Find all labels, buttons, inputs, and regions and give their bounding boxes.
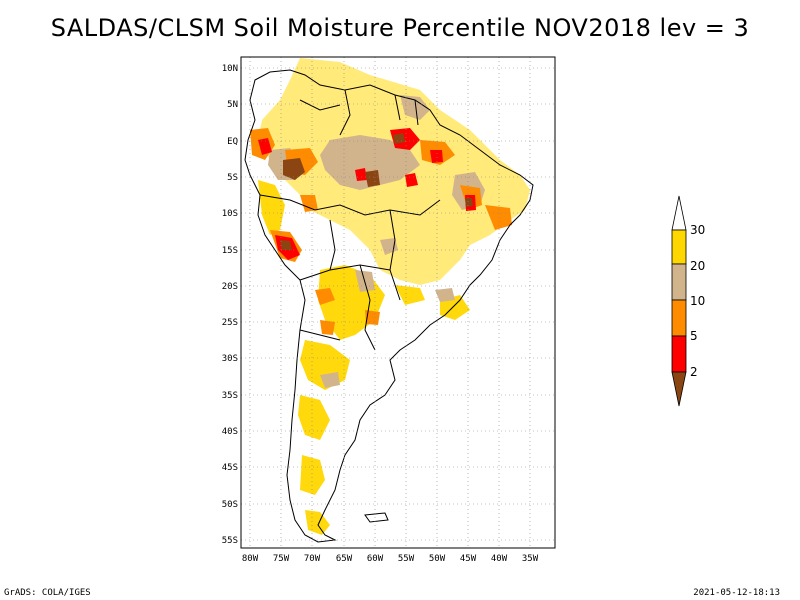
map-border (240, 56, 556, 549)
lat-label: 15S (222, 246, 238, 256)
page-title: SALDAS/CLSM Soil Moisture Percentile NOV… (50, 14, 750, 42)
lon-labels: 80W 75W 70W 65W 60W 55W 50W 45W 40W 35W (242, 554, 539, 564)
legend-swatch-2-5 (671, 335, 687, 373)
lat-label: 50S (222, 500, 238, 510)
lon-label: 50W (429, 554, 446, 564)
legend-swatch-below-2 (671, 371, 687, 407)
legend-swatch-10-20 (671, 263, 687, 301)
lon-label: 35W (522, 554, 539, 564)
lon-label: 75W (273, 554, 290, 564)
lon-label: 40W (491, 554, 508, 564)
lat-label: 40S (222, 427, 238, 437)
legend-label: 2 (690, 365, 698, 379)
lat-label: 5N (227, 100, 238, 110)
lat-label: 10N (222, 64, 238, 74)
legend-label: 30 (690, 223, 705, 237)
coastline (244, 69, 534, 543)
lon-label: 60W (367, 554, 384, 564)
lon-label: 65W (336, 554, 353, 564)
lat-label: 20S (222, 282, 238, 292)
footer-credit: GrADS: COLA/IGES (4, 588, 91, 598)
shading-10-20 (268, 95, 485, 388)
grid-lines (241, 57, 555, 548)
lon-label: 70W (304, 554, 321, 564)
lat-label: 35S (222, 391, 238, 401)
lat-labels: 10N 5N EQ 5S 10S 15S 20S 25S 30S 35S 40S… (222, 64, 238, 546)
data-layer (250, 58, 530, 535)
footer-timestamp: 2021-05-12-18:13 (693, 588, 780, 598)
legend-label: 10 (690, 294, 705, 308)
lat-label: 55S (222, 536, 238, 546)
legend-colorbar (671, 195, 687, 407)
legend-labels: 30 20 10 5 2 (690, 223, 705, 379)
legend-swatch-5-10 (671, 299, 687, 337)
legend-swatch-above-30 (671, 195, 687, 231)
lat-label: 10S (222, 209, 238, 219)
lon-label: 55W (398, 554, 415, 564)
lon-label: 80W (242, 554, 259, 564)
lat-label: 5S (227, 173, 238, 183)
legend-swatch-20-30 (671, 229, 687, 265)
lat-label: 30S (222, 354, 238, 364)
lon-label: 45W (460, 554, 477, 564)
lat-label: 25S (222, 318, 238, 328)
lat-label: EQ (227, 137, 238, 147)
lat-label: 45S (222, 463, 238, 473)
legend-label: 5 (690, 329, 698, 343)
legend-label: 20 (690, 259, 705, 273)
